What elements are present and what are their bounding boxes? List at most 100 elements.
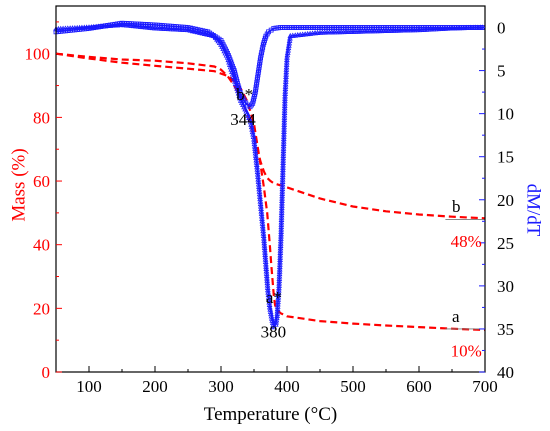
- deriv-point: [255, 70, 261, 75]
- x-tick-label: 300: [208, 377, 234, 396]
- deriv-point: [263, 263, 269, 269]
- deriv-point: [264, 279, 271, 286]
- deriv-point: [282, 88, 289, 94]
- y-axis-right-title: dM/dT: [523, 184, 544, 237]
- deriv-point: [262, 256, 269, 262]
- deriv-point: [262, 258, 269, 265]
- y-right-tick-label: 30: [497, 277, 514, 296]
- deriv-point: [253, 159, 260, 165]
- deriv-point: [283, 64, 290, 70]
- annotation-7: 10%: [451, 341, 482, 360]
- deriv-point: [282, 81, 289, 87]
- y-right-tick-label: 40: [497, 363, 514, 382]
- deriv-point: [267, 306, 274, 312]
- x-tick-label: 100: [76, 377, 102, 396]
- y-axis-left: 0 20 40 60 80 100: [25, 21, 62, 382]
- x-tick-label: 600: [406, 377, 432, 396]
- y-right-tick-label: 5: [497, 62, 506, 81]
- deriv-point: [264, 277, 271, 283]
- deriv-point: [266, 296, 272, 303]
- deriv-point: [257, 203, 264, 209]
- deriv-point: [261, 247, 268, 253]
- deriv-point: [259, 215, 265, 221]
- deriv-point: [261, 235, 267, 241]
- deriv-curve-3: [55, 22, 485, 108]
- y-left-tick-label: 20: [33, 299, 50, 318]
- deriv-point: [251, 136, 257, 142]
- x-tick-label: 200: [142, 377, 168, 396]
- deriv-point: [257, 62, 262, 68]
- x-tick-label: 700: [472, 377, 498, 396]
- plot-markers: [53, 20, 486, 330]
- x-axis: 100 200 300 400 500 600 700: [55, 366, 498, 396]
- plot-lines: [55, 22, 486, 332]
- deriv-point: [283, 76, 289, 82]
- deriv-point: [257, 198, 264, 204]
- deriv-point: [282, 78, 289, 84]
- deriv-point: [253, 157, 260, 163]
- y-left-tick-label: 80: [33, 108, 50, 127]
- deriv-point: [200, 28, 206, 34]
- deriv-point: [262, 251, 269, 257]
- deriv-point: [257, 57, 263, 63]
- deriv-point: [260, 230, 267, 236]
- y-right-tick-label: 10: [497, 105, 514, 124]
- y-right-tick-label: 15: [497, 148, 514, 167]
- deriv-point: [256, 65, 262, 70]
- deriv-point: [262, 254, 269, 260]
- y-axis-right: 0 5 10 15 20 25 30 35 40: [479, 19, 514, 382]
- deriv-point: [270, 323, 277, 330]
- deriv-point: [253, 87, 259, 93]
- deriv-point: [263, 265, 270, 272]
- x-axis-title: Temperature (°C): [204, 404, 337, 425]
- deriv-point: [252, 152, 259, 158]
- deriv-point: [261, 242, 268, 248]
- annotation-3: 380: [261, 323, 287, 342]
- deriv-point: [252, 89, 258, 95]
- deriv-point: [265, 294, 272, 300]
- deriv-point: [257, 193, 263, 199]
- mass-curve-1: [55, 52, 486, 220]
- deriv-point: [253, 161, 260, 167]
- annotation-1: 344: [230, 110, 256, 129]
- deriv-point: [266, 304, 273, 310]
- deriv-point: [264, 275, 270, 281]
- deriv-point: [251, 143, 258, 149]
- deriv-point: [269, 317, 276, 323]
- deriv-point: [268, 313, 275, 319]
- deriv-point: [255, 74, 260, 80]
- annotation-4: b: [452, 197, 461, 216]
- deriv-point: [282, 93, 288, 99]
- deriv-point: [267, 308, 274, 314]
- deriv-point: [268, 315, 275, 321]
- deriv-point: [282, 90, 289, 97]
- deriv-point: [188, 25, 193, 31]
- deriv-point: [283, 56, 290, 63]
- deriv-point: [258, 55, 264, 61]
- deriv-point: [282, 83, 289, 89]
- deriv-point: [264, 282, 271, 288]
- deriv-point: [258, 52, 264, 58]
- deriv-point: [256, 186, 263, 192]
- deriv-point: [254, 82, 259, 88]
- annotation-5: 48%: [451, 232, 482, 251]
- deriv-point: [258, 208, 265, 214]
- deriv-point: [283, 68, 290, 75]
- deriv-point: [261, 239, 268, 246]
- deriv-point: [268, 310, 274, 317]
- y-axis-left-title: Mass (%): [8, 148, 29, 221]
- deriv-point: [256, 183, 262, 189]
- plot-frame: [55, 5, 486, 373]
- deriv-point: [259, 50, 265, 55]
- deriv-point: [263, 268, 270, 274]
- deriv-point: [256, 188, 263, 194]
- y-right-tick-label: 20: [497, 191, 514, 210]
- deriv-point: [283, 71, 290, 77]
- deriv-point: [256, 67, 262, 73]
- x-tick-label: 500: [340, 377, 366, 396]
- mass-curve-0: [55, 52, 486, 332]
- annotations: b* 344 a* 380 b 48% a 10%: [230, 85, 482, 361]
- deriv-point: [263, 270, 270, 276]
- deriv-point: [255, 173, 261, 180]
- deriv-point: [259, 220, 266, 226]
